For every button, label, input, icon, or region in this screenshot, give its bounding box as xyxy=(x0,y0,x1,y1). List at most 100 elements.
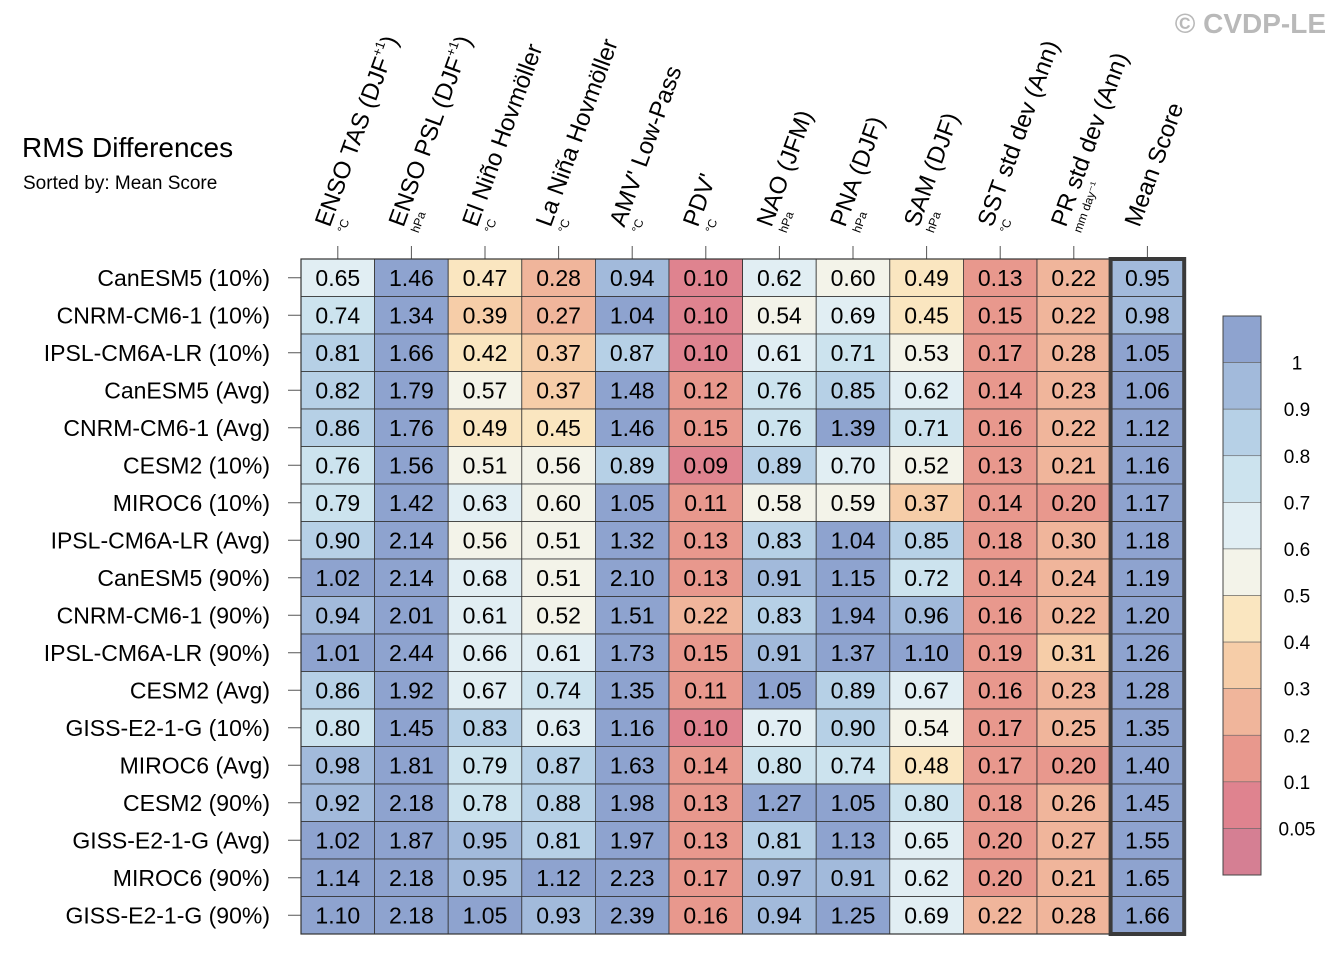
cell-value: 0.51 xyxy=(536,527,581,553)
cell-value: 1.15 xyxy=(831,565,876,591)
cell-value: 0.30 xyxy=(1051,527,1096,553)
cell-value: 0.91 xyxy=(757,565,802,591)
cell-value: 0.72 xyxy=(904,565,949,591)
cell-value: 1.66 xyxy=(389,340,434,366)
cell-value: 2.14 xyxy=(389,527,434,553)
heatmap-cell xyxy=(1036,633,1111,672)
heatmap-cell xyxy=(300,746,375,785)
heatmap-cell xyxy=(742,596,817,635)
cell-value: 2.18 xyxy=(389,790,434,816)
column-unit: °C xyxy=(997,217,1015,235)
cell-value: 0.13 xyxy=(683,790,728,816)
colorbar-swatch xyxy=(1222,548,1262,596)
heatmap-cell xyxy=(374,408,449,447)
heatmap-cell xyxy=(668,333,743,372)
cell-value: 0.20 xyxy=(978,827,1023,853)
row-label-canesm5-90: CanESM5 (90%) xyxy=(97,565,270,591)
cell-value: 1.66 xyxy=(1125,902,1170,928)
row-label-cesm2-90: CESM2 (90%) xyxy=(123,790,270,816)
colorbar-swatch xyxy=(1222,688,1262,736)
cell-value: 0.98 xyxy=(1125,302,1170,328)
row-label-ipsl-cm6a-lr-90: IPSL-CM6A-LR (90%) xyxy=(44,640,270,666)
row-label-cnrm-cm6-1-avg: CNRM-CM6-1 (Avg) xyxy=(63,415,270,441)
colorbar-border xyxy=(1222,315,1262,876)
heatmap-cell xyxy=(447,483,523,522)
cell-value: 0.74 xyxy=(536,677,581,703)
row-label-canesm5-avg: CanESM5 (Avg) xyxy=(104,377,270,403)
cell-value: 1.32 xyxy=(610,527,655,553)
cell-value: 0.16 xyxy=(978,602,1023,628)
heatmap-cell xyxy=(668,858,743,897)
cell-value: 0.76 xyxy=(757,415,802,441)
cell-value: 1.81 xyxy=(389,752,434,778)
heatmap-cell xyxy=(1110,333,1185,372)
heatmap-cell xyxy=(742,371,817,410)
cell-value: 0.20 xyxy=(1051,490,1096,516)
cell-value: 1.48 xyxy=(610,377,655,403)
colorbar-swatch xyxy=(1222,734,1262,783)
heatmap-cell xyxy=(300,521,375,560)
cell-value: 1.92 xyxy=(389,677,434,703)
cell-value: 1.94 xyxy=(831,602,876,628)
cell-value: 0.13 xyxy=(978,452,1023,478)
cell-value: 0.28 xyxy=(1051,340,1096,366)
column-unit: °C xyxy=(702,217,720,235)
cell-value: 0.10 xyxy=(683,340,728,366)
heatmap-cell xyxy=(1036,371,1111,410)
cell-value: 0.87 xyxy=(536,752,581,778)
cell-value: 0.91 xyxy=(757,640,802,666)
cell-value: 0.48 xyxy=(904,752,949,778)
cell-value: 0.26 xyxy=(1051,790,1096,816)
heatmap-cell xyxy=(374,896,449,935)
cell-value: 0.95 xyxy=(463,827,508,853)
column-label: ENSO TAS (DJF xyxy=(310,54,396,230)
cell-value: 0.78 xyxy=(463,790,508,816)
heatmap-cell xyxy=(447,371,523,410)
heatmap-cells: 0.65 1.46 0.47 0.28 0.94 0.10 0.62 0.60 0.49 0.13… xyxy=(300,257,1187,936)
heatmap-cell xyxy=(521,521,596,560)
cell-value: 0.74 xyxy=(315,302,360,328)
cell-value: 0.45 xyxy=(536,415,581,441)
heatmap-cell xyxy=(595,483,670,522)
heatmap-cell xyxy=(595,821,670,860)
cell-value: 0.22 xyxy=(1051,265,1096,291)
heatmap-cell xyxy=(963,633,1038,672)
heatmap-cell xyxy=(595,633,670,672)
cell-value: 1.76 xyxy=(389,415,434,441)
heatmap-cell xyxy=(815,671,891,710)
colorbar-swatch xyxy=(1222,455,1262,503)
heatmap-cell xyxy=(963,708,1038,747)
heatmap-cell xyxy=(742,821,817,860)
cell-value: 0.67 xyxy=(904,677,949,703)
cell-value: 0.16 xyxy=(683,902,728,928)
heatmap-cell xyxy=(1110,296,1185,335)
heatmap-cell xyxy=(300,596,375,635)
cell-value: 1.73 xyxy=(610,640,655,666)
column-label-superscript: +1 xyxy=(443,39,462,58)
heatmap-cell xyxy=(595,296,670,335)
cell-value: 0.61 xyxy=(536,640,581,666)
cell-value: 0.18 xyxy=(978,790,1023,816)
heatmap-cell xyxy=(1110,821,1185,860)
cell-value: 0.37 xyxy=(536,377,581,403)
cell-value: 0.97 xyxy=(757,865,802,891)
heatmap-cell xyxy=(889,596,964,635)
cell-value: 0.60 xyxy=(831,265,876,291)
cell-value: 0.79 xyxy=(315,490,360,516)
cell-value: 0.16 xyxy=(978,415,1023,441)
heatmap-cell xyxy=(668,671,743,710)
cell-value: 0.88 xyxy=(536,790,581,816)
heatmap-cell xyxy=(889,783,964,822)
cell-value: 0.10 xyxy=(683,265,728,291)
heatmap-cell xyxy=(963,408,1038,447)
cell-value: 0.89 xyxy=(757,452,802,478)
cell-value: 1.46 xyxy=(389,265,434,291)
heatmap-cell xyxy=(595,558,670,597)
cell-value: 1.20 xyxy=(1125,602,1170,628)
cell-value: 0.15 xyxy=(978,302,1023,328)
heatmap-cell xyxy=(447,783,523,822)
cell-value: 2.18 xyxy=(389,865,434,891)
row-label-giss-e2-1-g-avg: GISS-E2-1-G (Avg) xyxy=(72,827,270,853)
svg-text:ENSO PSL (DJF+1): ENSO PSL (DJF+1) xyxy=(382,32,478,230)
